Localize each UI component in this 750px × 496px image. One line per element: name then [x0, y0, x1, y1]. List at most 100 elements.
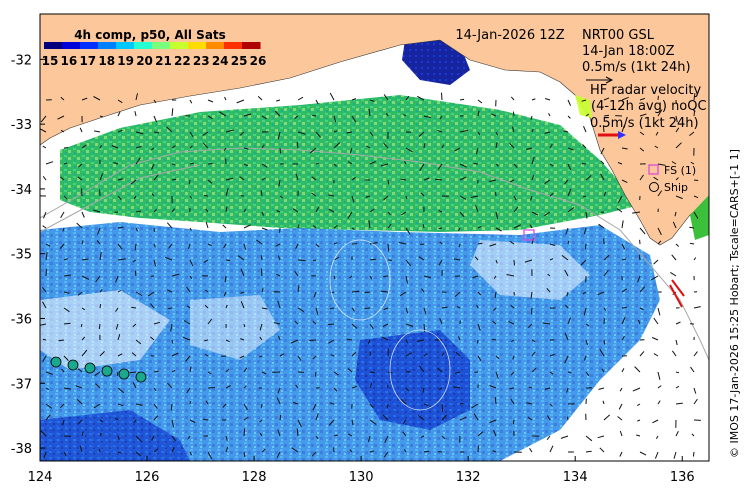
velocity-arrow	[600, 147, 605, 155]
velocity-arrow	[400, 178, 407, 181]
velocity-arrow	[404, 161, 407, 165]
velocity-arrow	[167, 307, 173, 310]
velocity-arrow	[655, 435, 659, 440]
velocity-arrow	[153, 387, 157, 392]
velocity-arrow	[603, 339, 606, 345]
velocity-arrow	[153, 321, 161, 325]
velocity-arrow	[531, 211, 539, 216]
velocity-arrow	[492, 307, 497, 311]
velocity-arrow	[542, 322, 551, 325]
velocity-arrow	[116, 371, 119, 377]
velocity-arrow	[333, 163, 337, 167]
velocity-arrow	[453, 386, 461, 389]
velocity-arrow	[134, 270, 137, 277]
velocity-arrow	[189, 195, 193, 199]
ship-marker	[118, 368, 130, 380]
velocity-arrow	[171, 447, 175, 453]
velocity-arrow	[117, 451, 122, 454]
velocity-arrow	[367, 435, 371, 443]
velocity-arrow	[57, 115, 65, 120]
velocity-arrow	[675, 321, 681, 325]
colorbar-cell	[44, 42, 63, 49]
velocity-arrow	[422, 224, 425, 229]
velocity-arrow	[207, 99, 214, 103]
velocity-arrow	[170, 323, 173, 332]
hf-radar-vectors	[669, 279, 685, 308]
velocity-arrow	[603, 114, 610, 117]
velocity-arrow	[530, 195, 533, 201]
velocity-arrow	[621, 316, 626, 325]
hf-average: (4-12h avg) noQC	[591, 99, 707, 114]
velocity-arrow	[693, 257, 697, 261]
velocity-arrow	[675, 243, 680, 247]
velocity-arrow	[115, 275, 119, 283]
velocity-arrow	[438, 227, 443, 230]
velocity-arrow	[259, 419, 263, 423]
velocity-arrow	[151, 435, 155, 441]
velocity-arrow	[277, 387, 281, 394]
velocity-arrow	[619, 430, 623, 437]
velocity-arrow	[585, 450, 592, 453]
velocity-arrow	[315, 206, 320, 213]
velocity-arrow	[675, 127, 680, 133]
velocity-arrow	[512, 111, 515, 117]
velocity-arrow	[223, 291, 227, 297]
velocity-arrow	[369, 208, 375, 213]
velocity-arrow	[61, 368, 65, 373]
velocity-arrow	[512, 419, 515, 425]
colorbar-tick-label: 23	[193, 54, 210, 68]
velocity-arrow	[531, 339, 536, 343]
velocity-arrow	[81, 211, 85, 218]
velocity-arrow	[510, 398, 515, 405]
velocity-arrow	[114, 417, 119, 421]
velocity-arrow	[207, 387, 216, 389]
velocity-arrow	[189, 99, 193, 104]
velocity-arrow	[94, 371, 101, 377]
velocity-arrow	[364, 307, 371, 309]
velocity-arrow	[509, 387, 515, 390]
velocity-arrow	[693, 111, 695, 117]
velocity-arrow	[585, 339, 588, 346]
velocity-arrow	[383, 275, 389, 278]
velocity-arrow	[654, 145, 659, 149]
colorbar-cell	[170, 42, 189, 49]
velocity-arrow	[405, 227, 411, 235]
velocity-arrow	[475, 205, 479, 213]
velocity-arrow	[512, 355, 515, 360]
velocity-arrow	[240, 338, 245, 341]
fs-marker[interactable]	[523, 229, 535, 241]
velocity-arrow	[675, 402, 683, 405]
velocity-arrow	[561, 255, 569, 261]
velocity-arrow	[95, 275, 101, 283]
velocity-arrow	[387, 211, 391, 216]
velocity-arrow	[621, 336, 625, 341]
velocity-arrow	[693, 179, 699, 181]
velocity-arrow	[495, 142, 498, 149]
velocity-arrow	[63, 355, 69, 361]
velocity-arrow	[277, 255, 281, 261]
marker-legend: FS (1) Ship	[648, 164, 696, 194]
velocity-arrow	[333, 256, 340, 261]
velocity-arrow	[493, 430, 497, 437]
velocity-arrow	[621, 220, 624, 229]
velocity-arrow	[549, 143, 553, 149]
velocity-arrow	[529, 224, 533, 229]
velocity-arrow	[63, 274, 72, 277]
ship-marker	[84, 362, 96, 374]
velocity-arrow	[135, 145, 142, 149]
velocity-arrow	[207, 179, 213, 184]
velocity-arrow	[383, 142, 389, 149]
velocity-arrow	[295, 173, 299, 181]
velocity-arrow	[603, 191, 607, 197]
colorbar-cell	[98, 42, 117, 49]
velocity-arrow	[225, 368, 230, 373]
velocity-arrow	[637, 419, 641, 422]
velocity-arrow	[637, 275, 641, 283]
velocity-arrow	[312, 114, 317, 117]
velocity-arrow	[419, 163, 425, 171]
velocity-arrow	[166, 126, 173, 133]
velocity-arrow	[441, 435, 446, 440]
velocity-arrow	[675, 385, 680, 389]
velocity-arrow	[297, 419, 302, 428]
velocity-arrow	[581, 99, 587, 102]
